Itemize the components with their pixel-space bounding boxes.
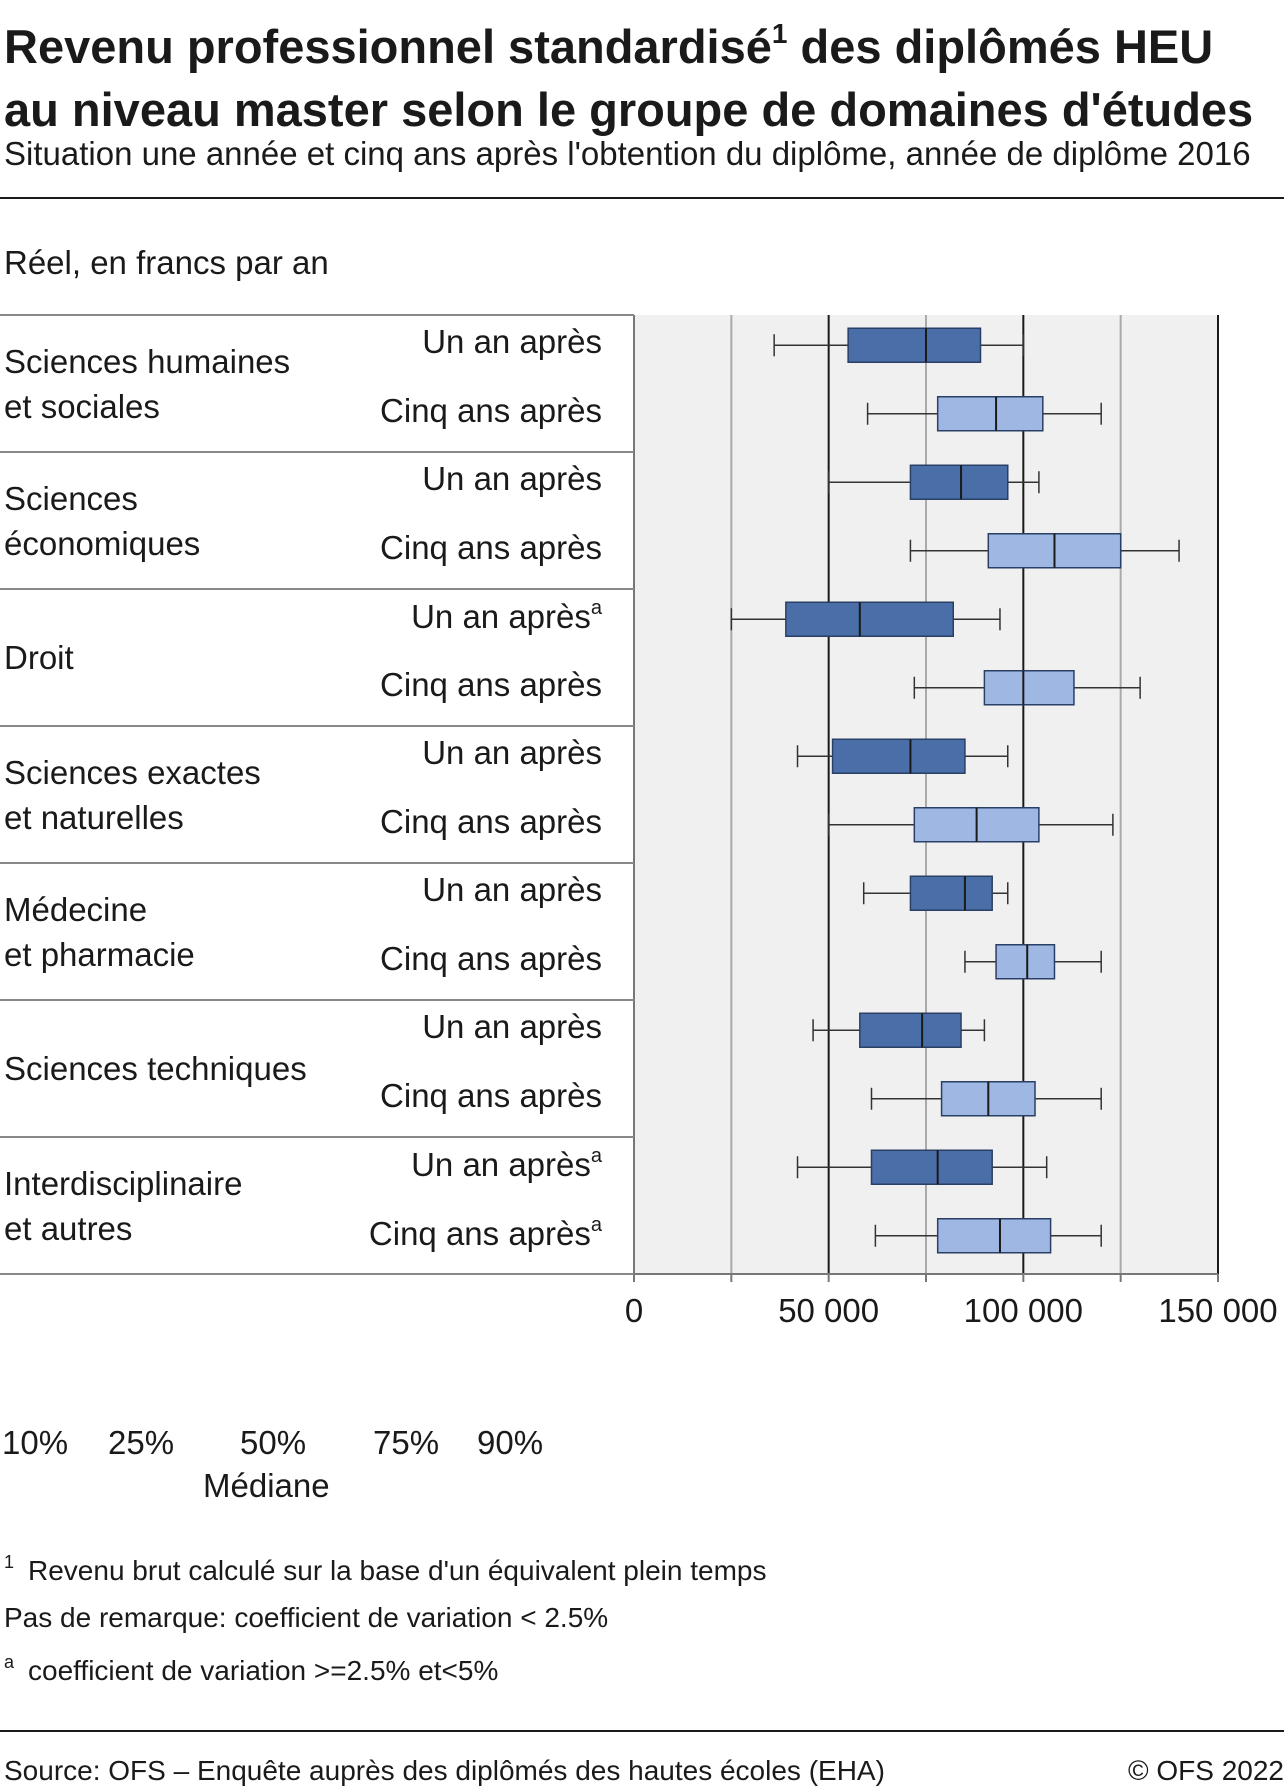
- row-label-note: a: [590, 1213, 602, 1236]
- row-labels: Sciences humaines et sociales Un an après C…: [0, 0, 602, 1300]
- row-label: Cinq ans après: [2, 392, 602, 430]
- row-label-note: a: [590, 1145, 602, 1168]
- row-label-text: Cinq ans après: [380, 1076, 602, 1114]
- group-label-line: Sciences: [4, 479, 138, 517]
- box-un-an: [870, 1149, 993, 1185]
- row-label: Cinq ans après: [2, 803, 602, 841]
- row-label-text: Cinq ans après: [380, 391, 602, 429]
- row-label: Un an après: [2, 460, 602, 498]
- group-label-line: Sciences exactes: [4, 753, 261, 791]
- group-label-line: et sociales: [4, 387, 160, 425]
- row-label-text: Un an après: [422, 871, 602, 909]
- box-un-an: [847, 327, 982, 363]
- footnote-2: Pas de remarque: coefficient de variatio…: [4, 1602, 609, 1633]
- row-label-text: Cinq ans après: [368, 1214, 591, 1252]
- row-label: Un an après: [2, 323, 602, 361]
- box-un-an: [909, 464, 1009, 500]
- group-label: Interdisciplinaire et autres: [4, 1161, 242, 1251]
- row-label: Cinq ans après: [2, 529, 602, 567]
- group-label: Sciences techniques: [4, 1046, 307, 1091]
- box-cinq-ans: [995, 944, 1056, 980]
- row-label: Cinq ans après: [2, 940, 602, 978]
- row-label-text: Un an après: [411, 1146, 591, 1184]
- chart-subtitle: Situation une année et cinq ans après l'…: [4, 135, 1251, 172]
- group-label-line: Médecine: [4, 890, 148, 928]
- row-label-text: Un an après: [422, 460, 602, 498]
- legend-percentile-label: 75%: [373, 1424, 440, 1461]
- boxplot-chart: 0 50 000 100 000 150 000: [0, 314, 1278, 1329]
- group-label: Sciences exactes et naturelles: [4, 750, 261, 840]
- group-label-line: et naturelles: [4, 798, 184, 836]
- group-label: Droit: [4, 635, 74, 680]
- box-un-an: [909, 875, 993, 911]
- top-rule: [0, 197, 1284, 199]
- row-label-text: Cinq ans après: [380, 665, 602, 703]
- box-cinq-ans: [936, 1218, 1052, 1254]
- row-label-text: Cinq ans après: [380, 939, 602, 977]
- title-line2: au niveau master selon le groupe de doma…: [4, 83, 1254, 136]
- title-line1: Revenu professionnel standardisé: [4, 20, 772, 73]
- legend-median-label: Médiane: [203, 1467, 330, 1504]
- row-label-text: Cinq ans après: [380, 528, 602, 566]
- row-label-text: Cinq ans après: [380, 802, 602, 840]
- legend-percentile-label: 50%: [240, 1424, 307, 1461]
- row-label: Un an aprèsa: [2, 1145, 602, 1184]
- row-label: Cinq ans aprèsa: [2, 1214, 602, 1253]
- row-label-text: Un an après: [422, 734, 602, 772]
- legend-percentile-label: 90%: [477, 1424, 544, 1461]
- bottom-rule: [0, 1730, 1284, 1732]
- row-label: Un an après: [2, 1008, 602, 1046]
- group-label-line: Sciences techniques: [4, 1050, 307, 1087]
- footnote-1-mark: 1: [4, 1552, 15, 1572]
- group-label-line: Droit: [4, 639, 74, 676]
- row-label: Un an après: [2, 871, 602, 909]
- group-label: Médecine et pharmacie: [4, 887, 195, 977]
- copyright: © OFS 2022: [1127, 1755, 1284, 1786]
- box-cinq-ans: [983, 670, 1075, 706]
- group-label: Sciences humaines et sociales: [4, 339, 290, 429]
- footnote-3-mark: a: [4, 1652, 15, 1672]
- row-label: Cinq ans après: [2, 666, 602, 704]
- legend-percentile-label: 10%: [2, 1424, 69, 1461]
- row-label-text: Un an après: [411, 598, 591, 636]
- title-line1-end: des diplômés HEU: [787, 20, 1214, 73]
- x-tick-label: 0: [625, 1292, 643, 1329]
- x-tick-label: 100 000: [964, 1292, 1083, 1329]
- chart-title: Revenu professionnel standardisé1 des di…: [4, 2, 1284, 141]
- title-footnote-mark: 1: [771, 18, 788, 49]
- box-un-an: [785, 601, 955, 637]
- row-label-note: a: [590, 597, 602, 620]
- group-label: Sciences économiques: [4, 476, 200, 566]
- row-label-text: Un an après: [422, 1008, 602, 1046]
- row-label: Un an aprèsa: [2, 597, 602, 636]
- box-un-an: [859, 1012, 962, 1048]
- footnote-1-text: Revenu brut calculé sur la base d'un équ…: [28, 1555, 767, 1586]
- box-cinq-ans: [936, 396, 1044, 432]
- group-label-line: et autres: [4, 1209, 133, 1247]
- x-tick-label: 50 000: [778, 1292, 879, 1329]
- group-label-line: Interdisciplinaire: [4, 1164, 243, 1202]
- group-label-line: Sciences humaines: [4, 342, 291, 380]
- row-label-text: Un an après: [422, 323, 602, 361]
- row-label: Un an après: [2, 734, 602, 772]
- footnote-1: 1 Revenu brut calculé sur la base d'un éq…: [4, 1552, 766, 1587]
- source-note: Source: OFS – Enquête auprès des diplômé…: [4, 1755, 885, 1786]
- footnote-3: a coefficient de variation >=2.5% et<5%: [4, 1652, 498, 1687]
- legend-percentile-label: 25%: [108, 1424, 175, 1461]
- footnote-3-text: coefficient de variation >=2.5% et<5%: [28, 1655, 499, 1686]
- unit-label: Réel, en francs par an: [4, 244, 329, 281]
- group-label-line: et pharmacie: [4, 935, 195, 973]
- row-label: Cinq ans après: [2, 1077, 602, 1115]
- group-label-line: économiques: [4, 524, 201, 562]
- box-un-an: [831, 738, 966, 774]
- x-tick-label: 150 000: [1158, 1292, 1277, 1329]
